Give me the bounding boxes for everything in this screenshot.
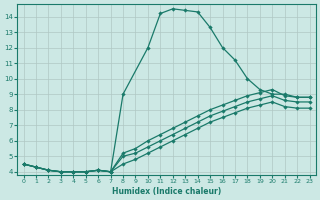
X-axis label: Humidex (Indice chaleur): Humidex (Indice chaleur) — [112, 187, 221, 196]
